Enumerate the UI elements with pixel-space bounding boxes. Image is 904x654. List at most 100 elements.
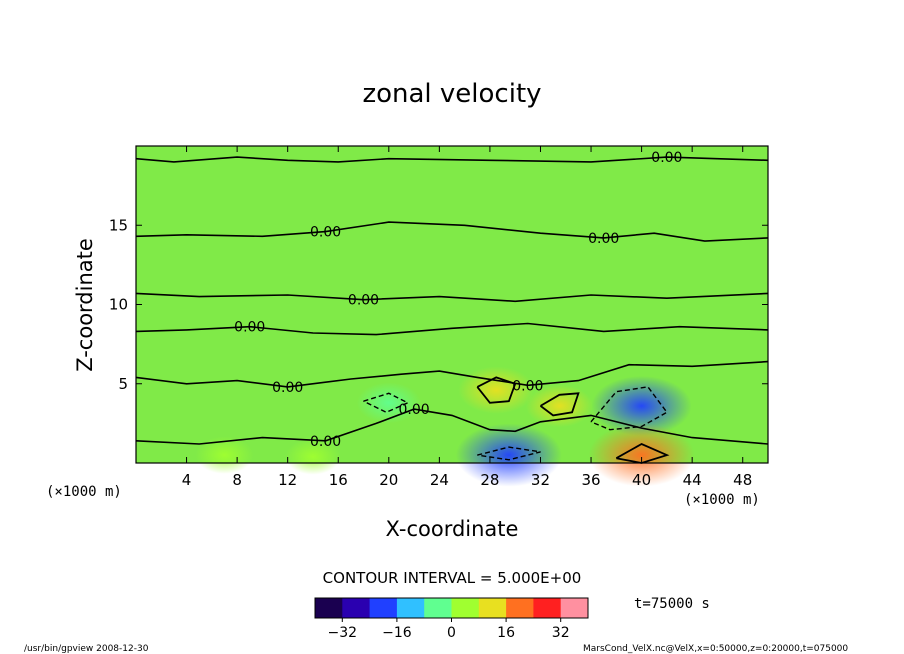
- negative-contour: [363, 392, 410, 414]
- colorbar-cell: [499, 598, 507, 618]
- contour-label: 0.00: [588, 231, 619, 247]
- colorbar-cell: [506, 598, 514, 618]
- positive-contour: [476, 376, 517, 404]
- x-tick-label: 48: [733, 471, 752, 489]
- x-unit-right: (×1000 m): [684, 492, 760, 508]
- colorbar-cell: [478, 598, 487, 618]
- contour-label: 0.00: [234, 320, 265, 336]
- colorbar-tick-label: 32: [552, 625, 570, 641]
- zero-contour: [135, 156, 769, 163]
- colorbar-tick-label: 16: [497, 625, 515, 641]
- colorbar-tick-label: −32: [328, 625, 358, 641]
- x-tick-label: 12: [278, 471, 297, 489]
- field-anomaly: [591, 375, 692, 436]
- y-axis: 5 10 15: [109, 216, 768, 393]
- colorbar-cell: [349, 598, 357, 618]
- colorbar-cell: [471, 598, 480, 618]
- colorbar-cell: [390, 598, 398, 618]
- colorbar-cell: [396, 598, 405, 618]
- colorbar-cell: [410, 598, 418, 618]
- colorbar-cell: [547, 598, 555, 618]
- x-tick-label: 40: [632, 471, 651, 489]
- colorbar-cell: [492, 598, 500, 618]
- colorbar-cell: [485, 598, 493, 618]
- contours: [135, 156, 769, 464]
- y-tick-label: 10: [109, 296, 128, 314]
- y-tick-label: 5: [118, 375, 128, 393]
- footer-right: MarsCond_VelX.nc@VelX,x=0:50000,z=0:2000…: [583, 644, 848, 654]
- x-tick-label: 16: [329, 471, 348, 489]
- colorbar-cell: [376, 598, 384, 618]
- x-tick-label: 8: [232, 471, 242, 489]
- x-tick-label: 44: [683, 471, 702, 489]
- colorbar-ticks: −32 −16 0 16 32: [328, 618, 570, 641]
- colorbar-cell: [465, 598, 473, 618]
- contour-label: 0.00: [398, 402, 429, 418]
- contour-interval: CONTOUR INTERVAL = 5.000E+00: [323, 569, 582, 587]
- colorbar-cell: [451, 598, 459, 618]
- colorbar-cell: [362, 598, 371, 618]
- colorbar-cell: [335, 598, 343, 618]
- colorbar-cell: [342, 598, 350, 618]
- x-tick-label: 24: [430, 471, 449, 489]
- x-tick-label: 4: [182, 471, 192, 489]
- negative-contour: [590, 386, 668, 431]
- colorbar-cell: [519, 598, 528, 618]
- y-axis-label: Z-coordinate: [73, 238, 97, 372]
- colorbar-cell: [567, 598, 575, 618]
- colorbar-cell: [444, 598, 452, 618]
- colorbar-tick-label: 0: [447, 625, 456, 641]
- field-anomaly: [458, 366, 535, 414]
- time-label: t=75000 s: [634, 596, 710, 612]
- field-anomaly: [195, 436, 254, 474]
- colorbar-cell: [315, 598, 323, 618]
- contour-label: 0.00: [272, 380, 303, 396]
- zero-contour: [135, 292, 769, 303]
- x-tick-label: 36: [581, 471, 600, 489]
- field-anomaly: [285, 438, 341, 475]
- zero-contour: [135, 360, 769, 388]
- colorbar-cell: [417, 598, 425, 618]
- positive-contour: [615, 442, 670, 464]
- colorbar-cell: [581, 598, 589, 618]
- y-tick-label: 15: [109, 216, 128, 234]
- colorbar-cell: [540, 598, 548, 618]
- zero-contour: [135, 408, 769, 445]
- contour-labels: 0.00 0.00 0.00 0.00 0.00 0.00 0.00 0.00 0.00: [234, 150, 682, 450]
- negative-contour: [477, 446, 541, 461]
- colorbar-cell: [458, 598, 466, 618]
- contour-label: 0.00: [310, 225, 341, 241]
- colorbar-cell: [437, 598, 446, 618]
- colorbar-cell: [512, 598, 521, 618]
- contour-label: 0.00: [310, 434, 341, 450]
- footer-left: /usr/bin/gpview 2008-12-30: [24, 644, 149, 654]
- plot-area: 0.00 0.00 0.00 0.00 0.00 0.00 0.00 0.00 0.00: [135, 145, 769, 487]
- colorbar-cell: [431, 598, 439, 618]
- contour-label: 0.00: [651, 150, 682, 166]
- contour-label: 0.00: [348, 293, 379, 309]
- x-tick-label: 28: [480, 471, 499, 489]
- colorbar-cell: [574, 598, 582, 618]
- colorbar-cell: [321, 598, 330, 618]
- x-axis: 4 8 12 16 20 24 28 32 36 40 44 48: [182, 146, 752, 489]
- colorbar-cell: [526, 598, 534, 618]
- zero-contour: [135, 322, 769, 336]
- contour-label: 0.00: [512, 378, 543, 394]
- field-anomaly: [588, 423, 695, 487]
- chart-title: zonal velocity: [362, 79, 541, 109]
- x-axis-label: X-coordinate: [386, 517, 519, 541]
- x-unit-left: (×1000 m): [46, 484, 122, 500]
- colorbar-cell: [553, 598, 562, 618]
- colorbar: [314, 597, 589, 619]
- colorbar-cell: [403, 598, 412, 618]
- colorbar-cell: [328, 598, 336, 618]
- zero-contour: [135, 221, 769, 242]
- colorbar-cell: [560, 598, 569, 618]
- field-anomaly: [455, 423, 562, 487]
- x-tick-label: 20: [379, 471, 398, 489]
- colorbar-cell: [383, 598, 391, 618]
- colorbar-tick-label: −16: [382, 625, 412, 641]
- positive-contour: [539, 392, 580, 417]
- colorbar-cell: [369, 598, 377, 618]
